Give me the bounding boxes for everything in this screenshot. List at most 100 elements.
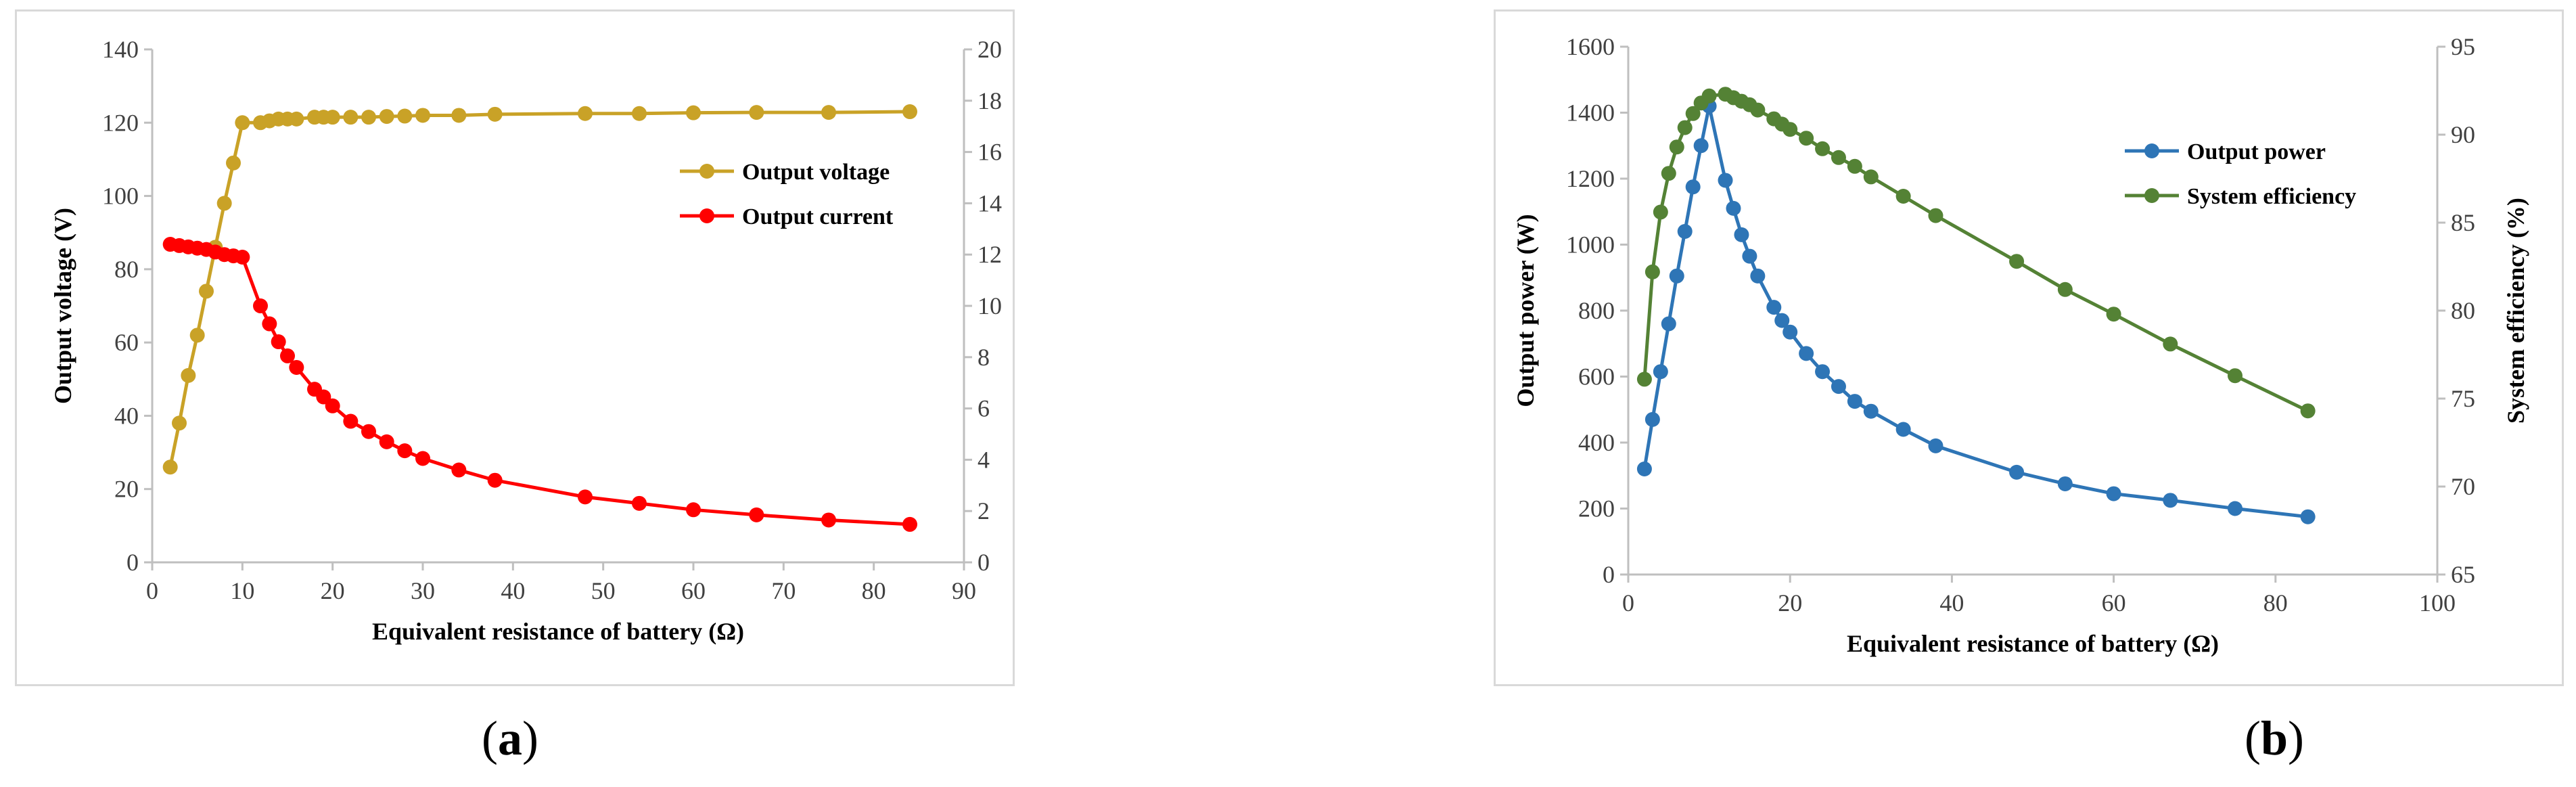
y-tick-label: 1600 xyxy=(1566,33,1615,60)
data-point xyxy=(1895,189,1911,204)
y2-tick-label: 85 xyxy=(2451,209,2475,236)
data-point xyxy=(316,389,331,405)
data-point xyxy=(415,108,430,123)
y-tick-label: 100 xyxy=(102,183,139,210)
y2-tick-label: 75 xyxy=(2451,385,2475,412)
data-point xyxy=(1669,139,1684,155)
y2-tick-label: 16 xyxy=(978,139,1002,166)
data-point xyxy=(343,110,359,125)
x-tick-label: 50 xyxy=(591,577,616,604)
data-point xyxy=(1726,200,1741,216)
data-point xyxy=(1782,122,1798,137)
data-point xyxy=(2106,486,2121,501)
data-point xyxy=(325,110,340,125)
y2-tick-label: 65 xyxy=(2451,561,2475,588)
y2-tick-label: 0 xyxy=(978,549,990,576)
y-tick-label: 600 xyxy=(1578,363,1615,390)
data-point xyxy=(1734,227,1749,242)
data-point xyxy=(1831,150,1846,165)
data-point xyxy=(1701,88,1717,104)
data-point xyxy=(1928,208,1944,223)
y2-tick-label: 10 xyxy=(978,292,1002,319)
data-point xyxy=(1644,411,1660,427)
y-tick-label: 800 xyxy=(1578,297,1615,324)
data-point xyxy=(361,110,376,125)
data-point xyxy=(379,109,394,125)
data-point xyxy=(1766,300,1782,315)
data-point xyxy=(686,105,701,120)
data-point xyxy=(749,105,764,120)
data-point xyxy=(1847,394,1862,409)
y-tick-label: 1200 xyxy=(1566,165,1615,192)
data-point xyxy=(343,413,359,429)
data-point xyxy=(1863,169,1879,185)
x-tick-label: 60 xyxy=(2102,589,2126,616)
data-point xyxy=(289,359,304,375)
data-point xyxy=(451,462,467,478)
data-point xyxy=(2163,493,2178,508)
y-tick-label: 120 xyxy=(102,109,139,136)
data-point xyxy=(821,512,836,528)
caption-b-letter: b xyxy=(2260,711,2288,765)
data-point xyxy=(2009,254,2025,269)
y-tick-label: 80 xyxy=(114,256,139,283)
data-point xyxy=(1831,379,1846,395)
data-point xyxy=(1799,131,1814,146)
y2-tick-label: 6 xyxy=(978,395,990,422)
data-point xyxy=(2300,403,2316,419)
data-point xyxy=(361,424,376,439)
data-point xyxy=(2057,476,2073,491)
x-tick-label: 70 xyxy=(771,577,796,604)
y2-tick-label: 12 xyxy=(978,241,1002,268)
y-tick-label: 20 xyxy=(114,476,139,503)
data-point xyxy=(1636,372,1652,387)
x-tick-label: 40 xyxy=(501,577,525,604)
data-point xyxy=(289,111,304,127)
data-point xyxy=(2163,336,2178,352)
legend-marker xyxy=(2144,188,2159,203)
y2-tick-label: 2 xyxy=(978,497,990,524)
x-tick-label: 90 xyxy=(952,577,976,604)
legend-label: Output voltage xyxy=(742,160,890,185)
chart-b-svg: 0 20 40 60 80 1000200400600800100012001400160… xyxy=(1512,33,2529,657)
y-axis-title: Output power (W) xyxy=(1512,214,1539,407)
data-point xyxy=(280,348,295,363)
data-point xyxy=(1685,106,1701,121)
data-point xyxy=(1863,403,1879,419)
y-tick-label: 140 xyxy=(102,36,139,63)
data-point xyxy=(216,196,232,211)
legend-marker xyxy=(699,208,714,223)
x-tick-label: 0 xyxy=(146,577,158,604)
data-point xyxy=(578,106,593,121)
data-point xyxy=(749,507,764,522)
data-point xyxy=(379,434,394,449)
x-tick-label: 20 xyxy=(1778,589,1802,616)
data-point xyxy=(226,155,241,171)
y-tick-label: 0 xyxy=(127,549,139,576)
data-point xyxy=(235,115,250,131)
data-point xyxy=(1774,313,1790,328)
data-point xyxy=(632,495,647,511)
data-point xyxy=(487,472,503,488)
data-point xyxy=(2228,501,2242,516)
data-point xyxy=(1636,462,1652,476)
data-point xyxy=(1693,138,1709,154)
caption-b: (b) xyxy=(2245,711,2305,765)
x-tick-label: 10 xyxy=(230,577,254,604)
x-tick-label: 60 xyxy=(681,577,706,604)
series-line xyxy=(1642,106,2308,519)
x-tick-label: 30 xyxy=(411,577,435,604)
data-point xyxy=(1718,173,1733,188)
data-point xyxy=(686,502,701,518)
data-point xyxy=(181,367,196,383)
data-point xyxy=(1742,248,1757,264)
y2-tick-label: 14 xyxy=(978,189,1002,217)
x-tick-label: 80 xyxy=(2263,589,2288,616)
caption-a-letter: a xyxy=(497,711,522,765)
data-point xyxy=(1815,364,1831,380)
legend-label: Output power xyxy=(2187,139,2326,164)
data-point xyxy=(1750,102,1766,118)
data-point xyxy=(172,415,187,431)
data-point xyxy=(1644,264,1660,279)
y-tick-label: 60 xyxy=(114,329,139,356)
